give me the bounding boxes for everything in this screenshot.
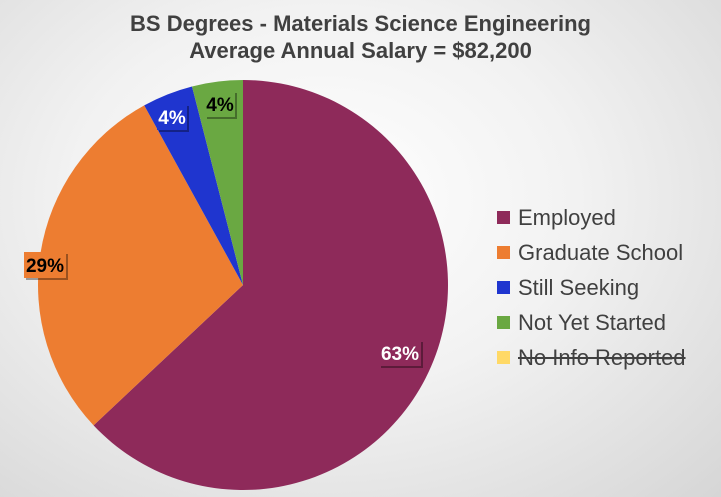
chart-title: BS Degrees - Materials Science Engineeri… xyxy=(130,11,591,36)
legend-swatch xyxy=(497,246,510,259)
svg-text:63%: 63% xyxy=(381,344,419,365)
chart-subtitle: Average Annual Salary = $82,200 xyxy=(189,38,532,63)
legend: Employed Graduate School Still Seeking Not … xyxy=(497,200,686,375)
legend-item[interactable]: Graduate School xyxy=(497,235,686,270)
legend-item[interactable]: No Info Reported xyxy=(497,340,686,375)
svg-text:4%: 4% xyxy=(206,95,234,116)
legend-label: No Info Reported xyxy=(518,344,686,370)
pie-slice-not-yet-started xyxy=(192,80,243,285)
legend-item[interactable]: Still Seeking xyxy=(497,270,686,305)
data-label: 29% xyxy=(24,252,68,280)
pie-slice-employed xyxy=(93,80,448,490)
pie-slice-graduate-school xyxy=(37,105,243,426)
svg-text:4%: 4% xyxy=(158,108,186,129)
data-label: 63% xyxy=(379,340,423,368)
legend-swatch xyxy=(497,281,510,294)
legend-swatch xyxy=(497,351,510,364)
pie-slice-still-seeking xyxy=(144,86,243,285)
legend-item[interactable]: Not Yet Started xyxy=(497,305,686,340)
legend-swatch xyxy=(497,316,510,329)
legend-item[interactable]: Employed xyxy=(497,200,686,235)
legend-swatch xyxy=(497,211,510,224)
legend-label: Graduate School xyxy=(518,239,684,265)
legend-label: Still Seeking xyxy=(518,274,640,300)
legend-label: Employed xyxy=(518,204,616,230)
data-label: 4% xyxy=(205,91,237,119)
data-label: 4% xyxy=(157,104,189,132)
svg-text:29%: 29% xyxy=(26,256,64,277)
legend-label: Not Yet Started xyxy=(518,309,666,335)
